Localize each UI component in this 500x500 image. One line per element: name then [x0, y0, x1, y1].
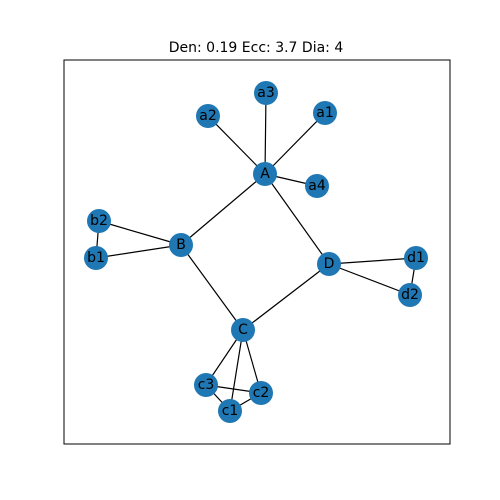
nodes-layer: Aa1 a2 a3 a4 Bb1 b2 Cc1 c2 c3 D d1 d2 [84, 81, 428, 423]
node-label-d1: d1 [407, 250, 425, 266]
edge-C-D [242, 263, 330, 331]
node-label-D: D [324, 256, 335, 272]
node-C: C [231, 318, 255, 342]
node-label-B: B [176, 237, 186, 253]
node-circle-c2 [249, 381, 273, 405]
node-circle-a3 [254, 81, 278, 105]
node-a1: a1 [313, 101, 337, 125]
node-circle-b2 [87, 209, 111, 233]
node-label-a3: a3 [257, 85, 275, 101]
node-circle-a4 [305, 174, 329, 198]
node-circle-C [231, 318, 255, 342]
edge-A-a1 [264, 112, 326, 175]
figure-title: Den: 0.19 Ecc: 3.7 Dia: 4 [169, 40, 344, 56]
node-c3: c3 [194, 373, 218, 397]
edge-A-a2 [207, 115, 266, 175]
node-circle-D [317, 252, 341, 276]
node-circle-c3 [194, 373, 218, 397]
node-d2: d2 [398, 283, 422, 307]
node-a2: a2 [196, 104, 220, 128]
edge-B-b1 [95, 244, 182, 259]
node-a4: a4 [305, 174, 329, 198]
node-label-a1: a1 [316, 105, 334, 121]
node-circle-a1 [313, 101, 337, 125]
node-label-b1: b1 [87, 250, 105, 266]
node-b1: b1 [84, 246, 108, 270]
node-label-a2: a2 [199, 108, 217, 124]
node-label-c2: c2 [253, 385, 270, 401]
node-label-d2: d2 [401, 287, 419, 303]
edge-D-d1 [328, 257, 417, 265]
node-d1: d1 [404, 246, 428, 270]
node-B: B [169, 233, 193, 257]
node-label-c1: c1 [222, 403, 239, 419]
plot-frame [63, 59, 451, 445]
node-D: D [317, 252, 341, 276]
edge-A-B [180, 173, 266, 246]
edges-layer [95, 92, 417, 412]
node-circle-d2 [398, 283, 422, 307]
edge-B-C [180, 244, 244, 331]
node-label-b2: b2 [90, 213, 108, 229]
node-c2: c2 [249, 381, 273, 405]
node-circle-a2 [196, 104, 220, 128]
node-c1: c1 [218, 399, 242, 423]
node-circle-d1 [404, 246, 428, 270]
node-label-A: A [260, 166, 270, 182]
edge-D-d2 [328, 263, 411, 296]
node-label-C: C [238, 322, 248, 338]
node-circle-b1 [84, 246, 108, 270]
edge-B-b2 [98, 220, 182, 246]
node-label-a4: a4 [308, 178, 326, 194]
node-label-c3: c3 [198, 377, 215, 393]
node-circle-B [169, 233, 193, 257]
node-circle-A [253, 162, 277, 186]
node-A: A [253, 162, 277, 186]
node-b2: b2 [87, 209, 111, 233]
node-circle-c1 [218, 399, 242, 423]
node-a3: a3 [254, 81, 278, 105]
edge-C-c1 [229, 329, 244, 412]
edge-A-D [264, 173, 330, 265]
edge-A-a3 [264, 92, 267, 175]
